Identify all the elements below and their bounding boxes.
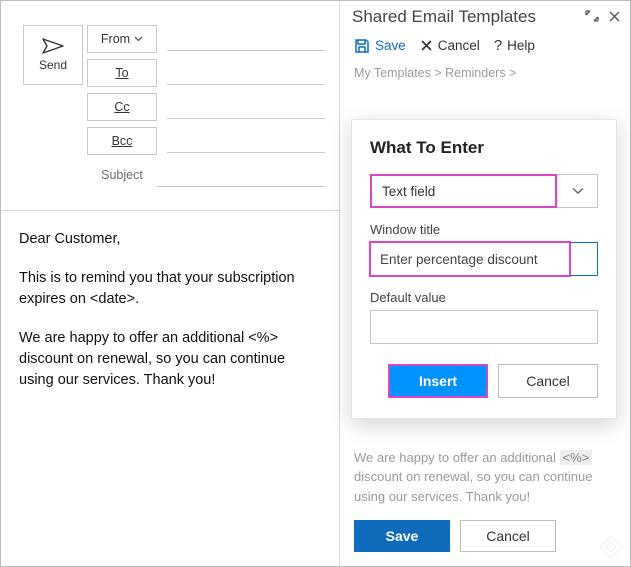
from-input[interactable]	[167, 27, 325, 51]
breadcrumb-root[interactable]: My Templates	[354, 66, 431, 80]
to-input[interactable]	[167, 61, 325, 85]
insert-button[interactable]: Insert	[388, 364, 488, 398]
cc-button[interactable]: Cc	[87, 93, 157, 121]
compose-header: Send From To	[1, 1, 339, 211]
breadcrumb: My Templates > Reminders >	[340, 64, 630, 88]
placeholder-token: <%>	[560, 450, 593, 465]
cancel-icon	[420, 39, 433, 52]
send-button[interactable]: Send	[23, 25, 83, 85]
breadcrumb-child[interactable]: Reminders	[445, 66, 505, 80]
window-title-label: Window title	[370, 222, 598, 237]
field-type-value: Text field	[370, 174, 557, 208]
toolbar-cancel-label: Cancel	[438, 38, 480, 53]
default-value-label: Default value	[370, 290, 598, 305]
bcc-input[interactable]	[167, 129, 325, 153]
popover-title: What To Enter	[370, 138, 598, 158]
panel-toolbar: Save Cancel ? Help	[340, 31, 630, 64]
from-label: From	[101, 32, 130, 46]
template-preview: We are happy to offer an additional <%> …	[340, 440, 630, 507]
default-value-input[interactable]	[370, 310, 598, 344]
what-to-enter-popover: What To Enter Text field Window title De…	[351, 119, 617, 419]
send-icon	[42, 38, 64, 54]
to-button[interactable]: To	[87, 59, 157, 87]
popout-icon[interactable]	[585, 9, 599, 25]
send-label: Send	[39, 58, 67, 72]
toolbar-help[interactable]: ? Help	[494, 37, 535, 54]
from-button[interactable]: From	[87, 25, 157, 53]
close-icon[interactable]	[609, 9, 620, 25]
chevron-down-icon[interactable]	[557, 175, 597, 207]
body-paragraph: Dear Customer,	[19, 229, 321, 250]
to-label: To	[115, 66, 128, 80]
cc-input[interactable]	[167, 95, 325, 119]
email-body[interactable]: Dear Customer, This is to remind you tha…	[1, 211, 339, 427]
panel-actions: Save Cancel	[354, 520, 616, 552]
bcc-label: Bcc	[112, 134, 133, 148]
cc-label: Cc	[114, 100, 129, 114]
window-title-input[interactable]	[370, 242, 570, 276]
panel-title: Shared Email Templates	[352, 7, 536, 27]
subject-input[interactable]	[157, 163, 325, 187]
toolbar-help-label: Help	[507, 38, 535, 53]
subject-label: Subject	[87, 168, 157, 182]
panel-cancel-button[interactable]: Cancel	[460, 520, 556, 552]
panel-save-button[interactable]: Save	[354, 520, 450, 552]
toolbar-save[interactable]: Save	[354, 38, 406, 54]
compose-pane: Send From To	[1, 1, 339, 566]
body-paragraph: We are happy to offer an additional <%> …	[19, 328, 321, 391]
toolbar-cancel[interactable]: Cancel	[420, 38, 480, 53]
help-icon: ?	[494, 37, 502, 54]
popover-cancel-button[interactable]: Cancel	[498, 364, 598, 398]
body-paragraph: This is to remind you that your subscrip…	[19, 268, 321, 310]
bcc-button[interactable]: Bcc	[87, 127, 157, 155]
save-icon	[354, 38, 370, 54]
field-type-select[interactable]: Text field	[370, 174, 598, 208]
chevron-down-icon	[134, 36, 143, 42]
toolbar-save-label: Save	[375, 38, 406, 53]
watermark-icon	[598, 534, 624, 560]
